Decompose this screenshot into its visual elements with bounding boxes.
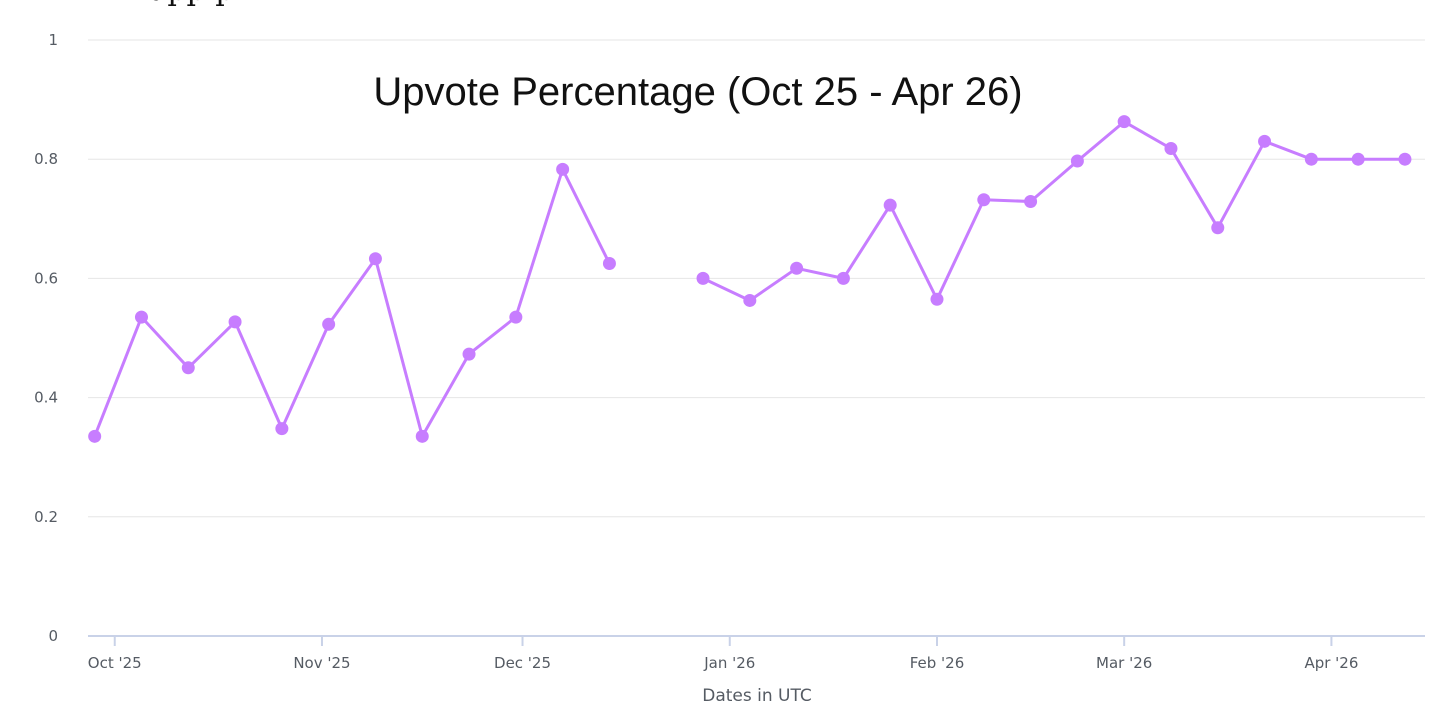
- data-point[interactable]: [1070, 154, 1084, 168]
- y-tick-label: 1: [48, 31, 58, 49]
- data-point[interactable]: [322, 317, 336, 331]
- data-point[interactable]: [228, 315, 242, 329]
- data-point[interactable]: [696, 271, 710, 285]
- data-point[interactable]: [836, 271, 850, 285]
- x-tick-label: Jan '26: [703, 654, 755, 672]
- data-point[interactable]: [602, 257, 616, 270]
- y-tick-label: 0.6: [34, 269, 58, 287]
- series-line-segment: [702, 120, 1405, 302]
- data-point[interactable]: [181, 361, 195, 375]
- data-point[interactable]: [1024, 195, 1038, 209]
- data-point[interactable]: [1117, 115, 1131, 129]
- data-point[interactable]: [1351, 152, 1365, 166]
- x-tick-label: Oct '25: [88, 654, 142, 672]
- y-tick-label: 0.8: [34, 150, 58, 168]
- grid-lines: [88, 39, 1425, 518]
- x-tick-label: Mar '26: [1096, 654, 1152, 672]
- data-point[interactable]: [368, 252, 382, 266]
- y-tick-label: 0: [48, 627, 58, 645]
- data-point[interactable]: [1164, 141, 1178, 155]
- data-point[interactable]: [977, 193, 991, 207]
- y-tick-label: 0.4: [34, 389, 58, 407]
- data-point[interactable]: [1211, 221, 1225, 235]
- data-point[interactable]: [883, 198, 897, 212]
- series-upvote-percentage: [88, 115, 1412, 443]
- x-tick-label: Dec '25: [494, 654, 551, 672]
- data-point[interactable]: [509, 310, 523, 324]
- data-point[interactable]: [462, 347, 476, 361]
- data-point[interactable]: [930, 292, 944, 306]
- x-tick-label: Nov '25: [293, 654, 350, 672]
- chart-title: Upvote Percentage (Oct 25 - Apr 26): [373, 70, 1022, 114]
- data-point[interactable]: [556, 162, 570, 176]
- y-tick-label: 0.2: [34, 508, 58, 526]
- data-point[interactable]: [134, 310, 148, 324]
- clipped-top-text: upp p: [148, 0, 234, 8]
- x-tick-label: Feb '26: [910, 654, 965, 672]
- x-axis-title: Dates in UTC: [702, 686, 812, 706]
- data-point[interactable]: [1304, 152, 1318, 166]
- data-point[interactable]: [743, 293, 757, 307]
- x-tick-label: Apr '26: [1304, 654, 1358, 672]
- data-point[interactable]: [790, 261, 804, 275]
- data-point[interactable]: [275, 422, 289, 436]
- y-axis-ticks: 0 0.2 0.4 0.6 0.8 1: [34, 31, 58, 645]
- data-point[interactable]: [1258, 134, 1272, 148]
- data-point[interactable]: [415, 429, 429, 443]
- data-point[interactable]: [1398, 152, 1412, 166]
- series-line-segment: [93, 167, 611, 438]
- data-point[interactable]: [88, 429, 102, 443]
- x-axis: Oct '25 Nov '25 Dec '25 Jan '26 Feb '26 Mar '…: [88, 635, 1425, 672]
